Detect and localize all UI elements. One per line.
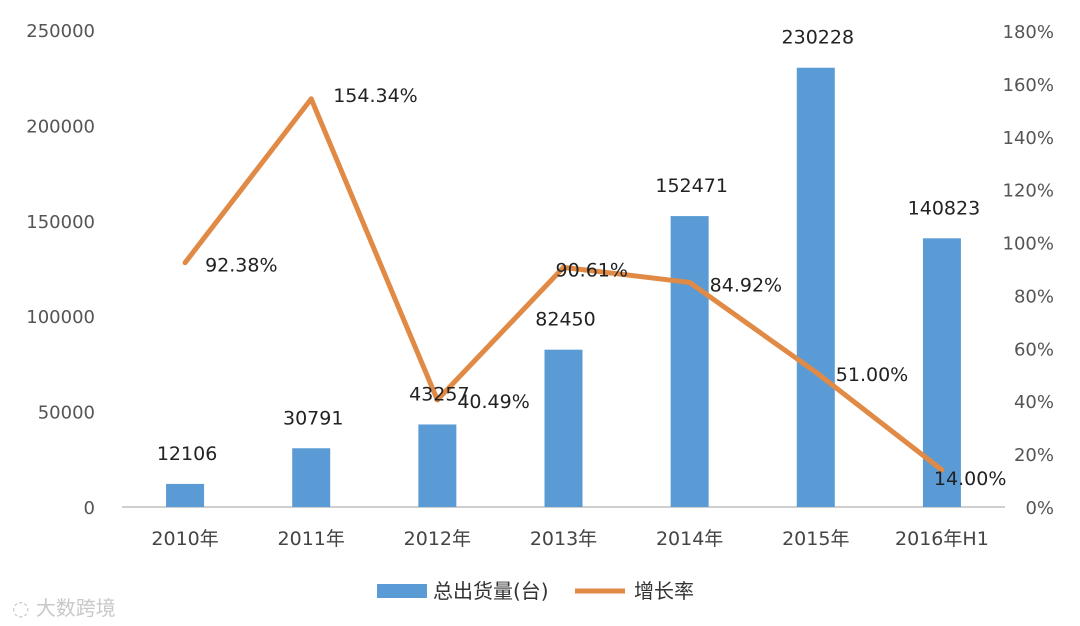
bar-value-label: 30791 (283, 407, 343, 429)
legend-label-bar: 总出货量(台) (433, 579, 549, 603)
x-tick-label: 2014年 (656, 528, 723, 550)
line-point (813, 369, 819, 375)
x-tick-label: 2012年 (404, 528, 471, 550)
y-right-tick-label: 60% (1014, 339, 1054, 360)
line-series (182, 96, 945, 473)
bar (922, 238, 961, 507)
line-value-label: 40.49% (457, 391, 529, 413)
bar-value-label: 43257 (409, 383, 469, 405)
y-left-tick-label: 100000 (26, 307, 95, 328)
y-right-tick-label: 40% (1014, 392, 1054, 413)
x-tick-label: 2013年 (530, 528, 597, 550)
y-right-tick-label: 140% (1003, 128, 1054, 149)
bar-value-label: 12106 (157, 443, 217, 465)
bar (166, 483, 205, 507)
watermark-logo: ◌ 大数跨境 (12, 592, 116, 621)
y-right-tick-label: 20% (1014, 445, 1054, 466)
line-point (434, 397, 440, 403)
y-right-tick-label: 160% (1003, 75, 1054, 96)
line-point (687, 279, 693, 285)
line-point (561, 264, 566, 270)
x-tick-label: 2016年H1 (895, 528, 989, 550)
x-axis-ticks: 2010年 2011年 2012年 2013年 2014年 2015年 2016年H1 (151, 528, 988, 550)
line-value-label: 14.00% (934, 468, 1006, 490)
legend: 总出货量(台) 增长率 (377, 579, 694, 603)
y-right-tick-label: 120% (1003, 181, 1054, 202)
y-left-tick-label: 0 (84, 498, 95, 519)
y-axis-right: 0% 20% 40% 60% 80% 100% 120% 140% 160% 180% (1003, 22, 1054, 519)
bar (544, 349, 583, 507)
line-point (939, 467, 945, 473)
line-value-label: 154.34% (333, 85, 418, 107)
legend-label-line: 增长率 (634, 579, 694, 603)
watermark-icon: ◌ (12, 596, 30, 620)
legend-swatch-bar (377, 584, 427, 598)
bar-value-label: 230228 (782, 27, 855, 49)
y-axis-left: 0 50000 100000 150000 200000 250000 (26, 21, 95, 519)
y-left-tick-label: 50000 (38, 403, 95, 424)
bar-series (166, 67, 961, 507)
bar-value-label: 152471 (655, 175, 728, 197)
bar-value-label: 140823 (908, 197, 981, 219)
y-right-tick-label: 80% (1014, 286, 1054, 307)
bar-data-labels: 12106 30791 43257 82450 152471 230228 140823 (157, 27, 980, 465)
line-value-label: 92.38% (205, 255, 277, 277)
watermark-text: 大数跨境 (35, 596, 116, 620)
bar-value-label: 82450 (535, 309, 595, 331)
y-right-tick-label: 180% (1003, 22, 1054, 43)
y-left-tick-label: 200000 (26, 116, 95, 137)
x-tick-label: 2011年 (278, 528, 345, 550)
line-point (308, 96, 314, 102)
x-tick-label: 2015年 (782, 528, 849, 550)
line-data-labels: 92.38% 154.34% 40.49% 90.61% 84.92% 51.00% 14.… (205, 85, 1006, 490)
x-tick-label: 2010年 (151, 528, 218, 550)
y-left-tick-label: 250000 (26, 21, 95, 42)
y-right-tick-label: 100% (1003, 234, 1054, 255)
bar (796, 67, 835, 507)
line-value-label: 90.61% (556, 259, 628, 281)
line-value-label: 51.00% (836, 364, 908, 386)
line-value-label: 84.92% (710, 274, 782, 296)
y-right-tick-label: 0% (1025, 498, 1054, 519)
bar (292, 448, 331, 507)
y-left-tick-label: 150000 (26, 212, 95, 233)
bar (418, 424, 457, 507)
line-point (182, 260, 188, 266)
bar (670, 216, 709, 507)
